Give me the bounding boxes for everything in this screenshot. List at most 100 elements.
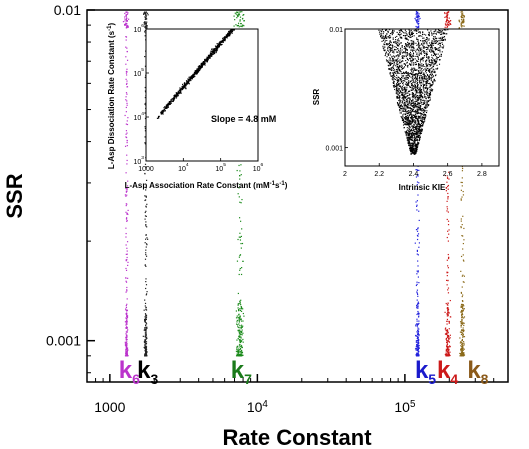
inset2-data-point xyxy=(405,91,407,93)
inset2-data-point xyxy=(444,39,446,41)
inset2-data-point xyxy=(433,78,435,80)
data-point xyxy=(460,292,463,294)
data-point xyxy=(462,16,464,19)
inset2-data-point xyxy=(411,47,413,49)
inset2-data-point xyxy=(413,81,415,83)
inset2-data-point xyxy=(435,42,437,44)
inset1-data-point xyxy=(177,91,180,94)
inset2-data-point xyxy=(425,107,427,109)
inset2-data-point xyxy=(440,53,442,55)
inset1-data-point xyxy=(224,38,226,41)
data-point xyxy=(460,353,462,355)
inset2-data-point xyxy=(420,114,422,116)
inset2-data-point xyxy=(418,128,420,130)
data-point xyxy=(445,338,447,340)
inset2-data-point xyxy=(397,97,399,99)
inset1-data-point xyxy=(157,116,160,119)
data-point xyxy=(416,188,418,190)
data-point xyxy=(125,172,127,174)
inset1-data-point xyxy=(178,92,180,94)
data-point xyxy=(126,203,128,205)
inset2-data-point xyxy=(443,33,445,35)
data-point xyxy=(126,212,128,214)
inset2-data-point xyxy=(392,58,394,60)
data-point xyxy=(416,205,418,207)
inset2-data-point xyxy=(388,46,390,48)
inset2-data-point xyxy=(418,92,420,94)
inset1-data-point xyxy=(181,88,183,90)
data-point xyxy=(447,349,449,351)
inset2-data-point xyxy=(397,40,399,42)
data-point xyxy=(125,338,127,340)
inset2-data-point xyxy=(384,44,386,46)
inset2-data-point xyxy=(440,33,443,35)
inset1-data-point xyxy=(202,64,204,66)
inset2-data-point xyxy=(388,61,390,63)
data-point xyxy=(240,345,242,348)
inset2-data-point xyxy=(412,32,414,34)
data-point xyxy=(446,323,448,325)
inset2-data-point xyxy=(416,149,418,151)
inset2-data-point xyxy=(417,81,419,83)
inset2-data-point xyxy=(421,92,423,94)
inset2-data-point xyxy=(428,49,430,51)
inset2-data-point xyxy=(407,44,409,46)
inset2-data-point xyxy=(410,32,412,34)
inset2-data-point xyxy=(418,123,421,125)
data-point xyxy=(237,351,239,354)
inset2-data-point xyxy=(413,47,415,49)
data-point xyxy=(238,329,240,331)
inset2-data-point xyxy=(396,66,398,68)
data-point xyxy=(460,324,462,327)
inset2-data-point xyxy=(381,35,383,37)
data-point xyxy=(242,14,244,16)
inset2-data-point xyxy=(394,40,396,43)
inset2-data-point xyxy=(418,71,420,73)
y-tick-label-base: 0.001 xyxy=(46,333,81,349)
inset2-data-point xyxy=(398,49,400,51)
data-point xyxy=(145,225,147,227)
data-point xyxy=(126,314,128,316)
inset2-data-point xyxy=(415,152,417,154)
inset2-data-point xyxy=(397,54,399,56)
inset1-data-point xyxy=(157,115,160,118)
data-point xyxy=(144,112,146,114)
data-point xyxy=(126,25,128,27)
inset2-data-point xyxy=(437,29,440,31)
inset2-data-point xyxy=(415,121,417,123)
inset2-data-point xyxy=(395,63,397,65)
inset1-data-point xyxy=(183,82,186,84)
inset2-data-point xyxy=(418,54,420,56)
inset2-data-point xyxy=(416,53,418,56)
data-point xyxy=(238,330,240,332)
data-point xyxy=(416,313,418,316)
inset2-data-point xyxy=(415,117,417,119)
data-point xyxy=(145,351,147,353)
data-point xyxy=(445,353,447,355)
inset2-data-point xyxy=(397,76,400,78)
data-point xyxy=(448,340,450,343)
series-k3-points xyxy=(142,11,149,357)
inset2-data-point xyxy=(392,78,394,80)
inset2-data-point xyxy=(428,96,430,99)
inset2-data-point xyxy=(407,83,409,85)
inset2-data-point xyxy=(433,30,435,33)
inset2-data-point xyxy=(426,83,428,85)
data-point xyxy=(449,299,451,302)
inset2-data-point xyxy=(411,49,413,51)
data-point xyxy=(145,24,147,26)
inset2-data-point xyxy=(405,110,407,112)
inset2-data-point xyxy=(422,113,424,116)
inset2-data-point xyxy=(398,96,401,98)
inset2-data-point xyxy=(415,95,417,97)
inset1-x-tick-label-base: 10 xyxy=(253,166,261,173)
inset2-data-point xyxy=(417,142,420,144)
data-point xyxy=(462,343,464,345)
inset2-data-point xyxy=(412,142,414,144)
data-point xyxy=(236,169,238,172)
data-point xyxy=(144,344,146,346)
data-point xyxy=(448,337,450,339)
inset1-y-tick-label: 103 xyxy=(133,155,144,166)
inset2-data-point xyxy=(400,116,402,118)
inset2-data-point xyxy=(416,117,418,119)
